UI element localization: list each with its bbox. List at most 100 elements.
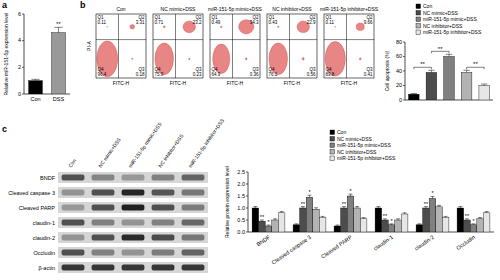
bar xyxy=(375,208,382,232)
event-cloud xyxy=(302,57,304,60)
figure: a0246Relative miR-151-5p expression leve… xyxy=(0,0,500,280)
error-bar xyxy=(463,70,469,72)
bar xyxy=(252,208,259,232)
bar xyxy=(395,220,402,232)
x-tick-label: Cleaved PARP xyxy=(320,234,353,260)
y-tick xyxy=(246,172,248,173)
y-tick xyxy=(22,94,24,95)
bar xyxy=(341,208,348,232)
band xyxy=(62,220,85,226)
legend-label: miR-151-5p inhibitor+DSS xyxy=(423,29,482,35)
legend-label: NC inhibitor+DSS xyxy=(337,149,377,155)
error-cap xyxy=(428,70,434,71)
lane-label: miR-151-5p inhibitor+DSS xyxy=(187,117,226,169)
error-bar xyxy=(428,70,434,72)
error-bar xyxy=(321,216,325,217)
plot-title: miR-151-5p mimic+DSS xyxy=(208,6,262,12)
quadrant-value: 3.31 xyxy=(136,20,145,25)
bar xyxy=(423,208,430,232)
event-cloud xyxy=(359,58,361,60)
error-cap xyxy=(478,217,482,218)
error-bar xyxy=(342,207,346,208)
event-cloud xyxy=(155,43,174,75)
error-cap xyxy=(253,206,257,207)
y-tick xyxy=(246,184,248,185)
quadrant-value: 0.11 xyxy=(326,20,335,25)
protein-label: BNDF xyxy=(40,175,56,181)
quadrant-value: 75.9 xyxy=(155,72,164,77)
quadrant-value: 0.43 xyxy=(269,20,278,25)
bar-chart: 020406080Cell apoptosis (%)ConNC mimic+D… xyxy=(384,3,493,103)
quadrant-value: 22.9 xyxy=(307,20,316,25)
y-axis xyxy=(24,14,25,94)
x-axis-label: FITC-H xyxy=(284,80,301,86)
bar xyxy=(272,220,279,232)
legend-swatch xyxy=(416,24,421,29)
error-bar xyxy=(355,207,359,208)
quadrant-value: 89.8 xyxy=(326,72,335,77)
quadrant-value: 0.23 xyxy=(193,72,202,77)
error-stem xyxy=(350,194,351,196)
bar xyxy=(426,72,437,100)
legend-swatch xyxy=(416,17,421,22)
bar xyxy=(444,57,455,101)
flow-plot: miR-151-5p mimic+DSSQ10.49Q234.3Q30.36Q4… xyxy=(208,6,262,86)
band xyxy=(92,220,115,226)
bar xyxy=(354,208,361,232)
gate-line xyxy=(267,39,317,40)
error-stem xyxy=(449,54,450,56)
gate-line xyxy=(232,14,233,78)
y-tick xyxy=(246,220,248,221)
error-stem xyxy=(431,70,432,72)
band xyxy=(122,175,145,181)
error-bar xyxy=(396,219,400,220)
x-axis-label: FITC-H xyxy=(341,80,358,86)
quadrant-value: 0.71 xyxy=(155,20,164,25)
band xyxy=(92,205,115,211)
flow-cytometry: ConQ10.11Q23.31Q30.18Q496.4FITC-HNC mimi… xyxy=(86,6,379,86)
band xyxy=(152,190,175,196)
error-bar xyxy=(54,27,62,32)
band xyxy=(152,235,175,241)
western-blot: ConNC mimic+DSSmiR-151-5p mimic+DSSNC in… xyxy=(8,117,225,273)
bar xyxy=(259,221,266,232)
y-tick-label: 6 xyxy=(18,11,21,17)
y-tick-label: 80 xyxy=(396,39,402,45)
legend-swatch xyxy=(416,4,421,9)
protein-label: claudin-1 xyxy=(33,220,55,226)
bar xyxy=(416,225,423,232)
error-cap xyxy=(396,218,400,219)
protein-label: Occludin xyxy=(34,250,55,256)
error-cap xyxy=(362,217,366,218)
error-cap xyxy=(417,223,421,224)
error-stem xyxy=(309,195,310,197)
error-cap xyxy=(280,211,284,212)
y-tick-label: 1.0 xyxy=(237,205,245,211)
error-cap xyxy=(273,218,277,219)
error-bar xyxy=(280,212,284,213)
band xyxy=(182,235,205,241)
band xyxy=(122,235,145,241)
plot-frame xyxy=(267,14,317,78)
significance-label: * xyxy=(390,218,393,224)
event-cloud xyxy=(130,25,135,29)
event-cloud xyxy=(132,58,133,60)
y-tick-label: 2.0 xyxy=(237,181,245,187)
x-tick-label: BNDF xyxy=(255,234,271,248)
gate-line xyxy=(210,39,260,40)
plot-frame xyxy=(96,14,146,78)
y-tick-label: 40 xyxy=(396,68,402,74)
band xyxy=(182,265,205,271)
y-tick xyxy=(246,208,248,209)
plot-title: miR-151-5p inhibitor+DSS xyxy=(320,6,379,12)
lane-label: NC inhibitor+DSS xyxy=(157,132,185,168)
significance-label: * xyxy=(349,188,352,194)
legend-swatch xyxy=(330,137,335,142)
significance-label: ** xyxy=(465,213,470,219)
band xyxy=(182,205,205,211)
error-bar xyxy=(458,207,462,208)
bar xyxy=(300,208,307,232)
gate-line xyxy=(175,14,176,78)
x-tick-label: claudin-1 xyxy=(372,234,394,252)
bar xyxy=(265,226,272,232)
